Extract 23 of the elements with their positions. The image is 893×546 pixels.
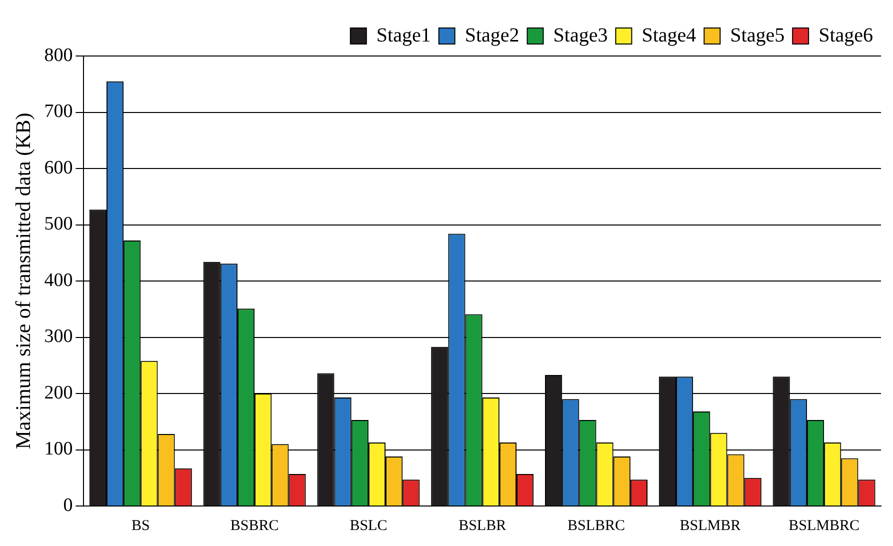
legend-label: Stage5 [730,24,785,46]
x-tick-label: BSLMBR [680,518,741,534]
y-tick-label: 500 [44,214,73,235]
y-tick-label: 800 [44,44,73,66]
y-tick-label: 700 [44,101,73,122]
legend-label: Stage4 [642,24,696,46]
y-tick-label: 400 [44,270,73,291]
legend-label: Stage1 [376,24,431,46]
x-tick-label: BSLMBRC [788,518,860,534]
y-axis-title: Maximum size of transmitted data (KB) [11,112,36,450]
y-tick-label: 0 [63,494,73,516]
y-tick-label: 600 [44,157,73,178]
legend-label: Stage3 [553,24,608,46]
x-tick-label: BSLC [350,518,388,534]
x-tick-label: BSLBR [458,518,506,534]
legend-label: Stage2 [464,24,520,46]
legend-label: Stage6 [818,24,874,46]
y-tick-label: 200 [44,382,73,404]
x-tick-label: BSLBRC [567,518,626,534]
y-tick-label: 100 [44,438,73,460]
y-tick-label: 300 [44,326,73,348]
x-tick-label: BSBRC [230,518,279,534]
x-tick-label: BS [131,518,150,534]
